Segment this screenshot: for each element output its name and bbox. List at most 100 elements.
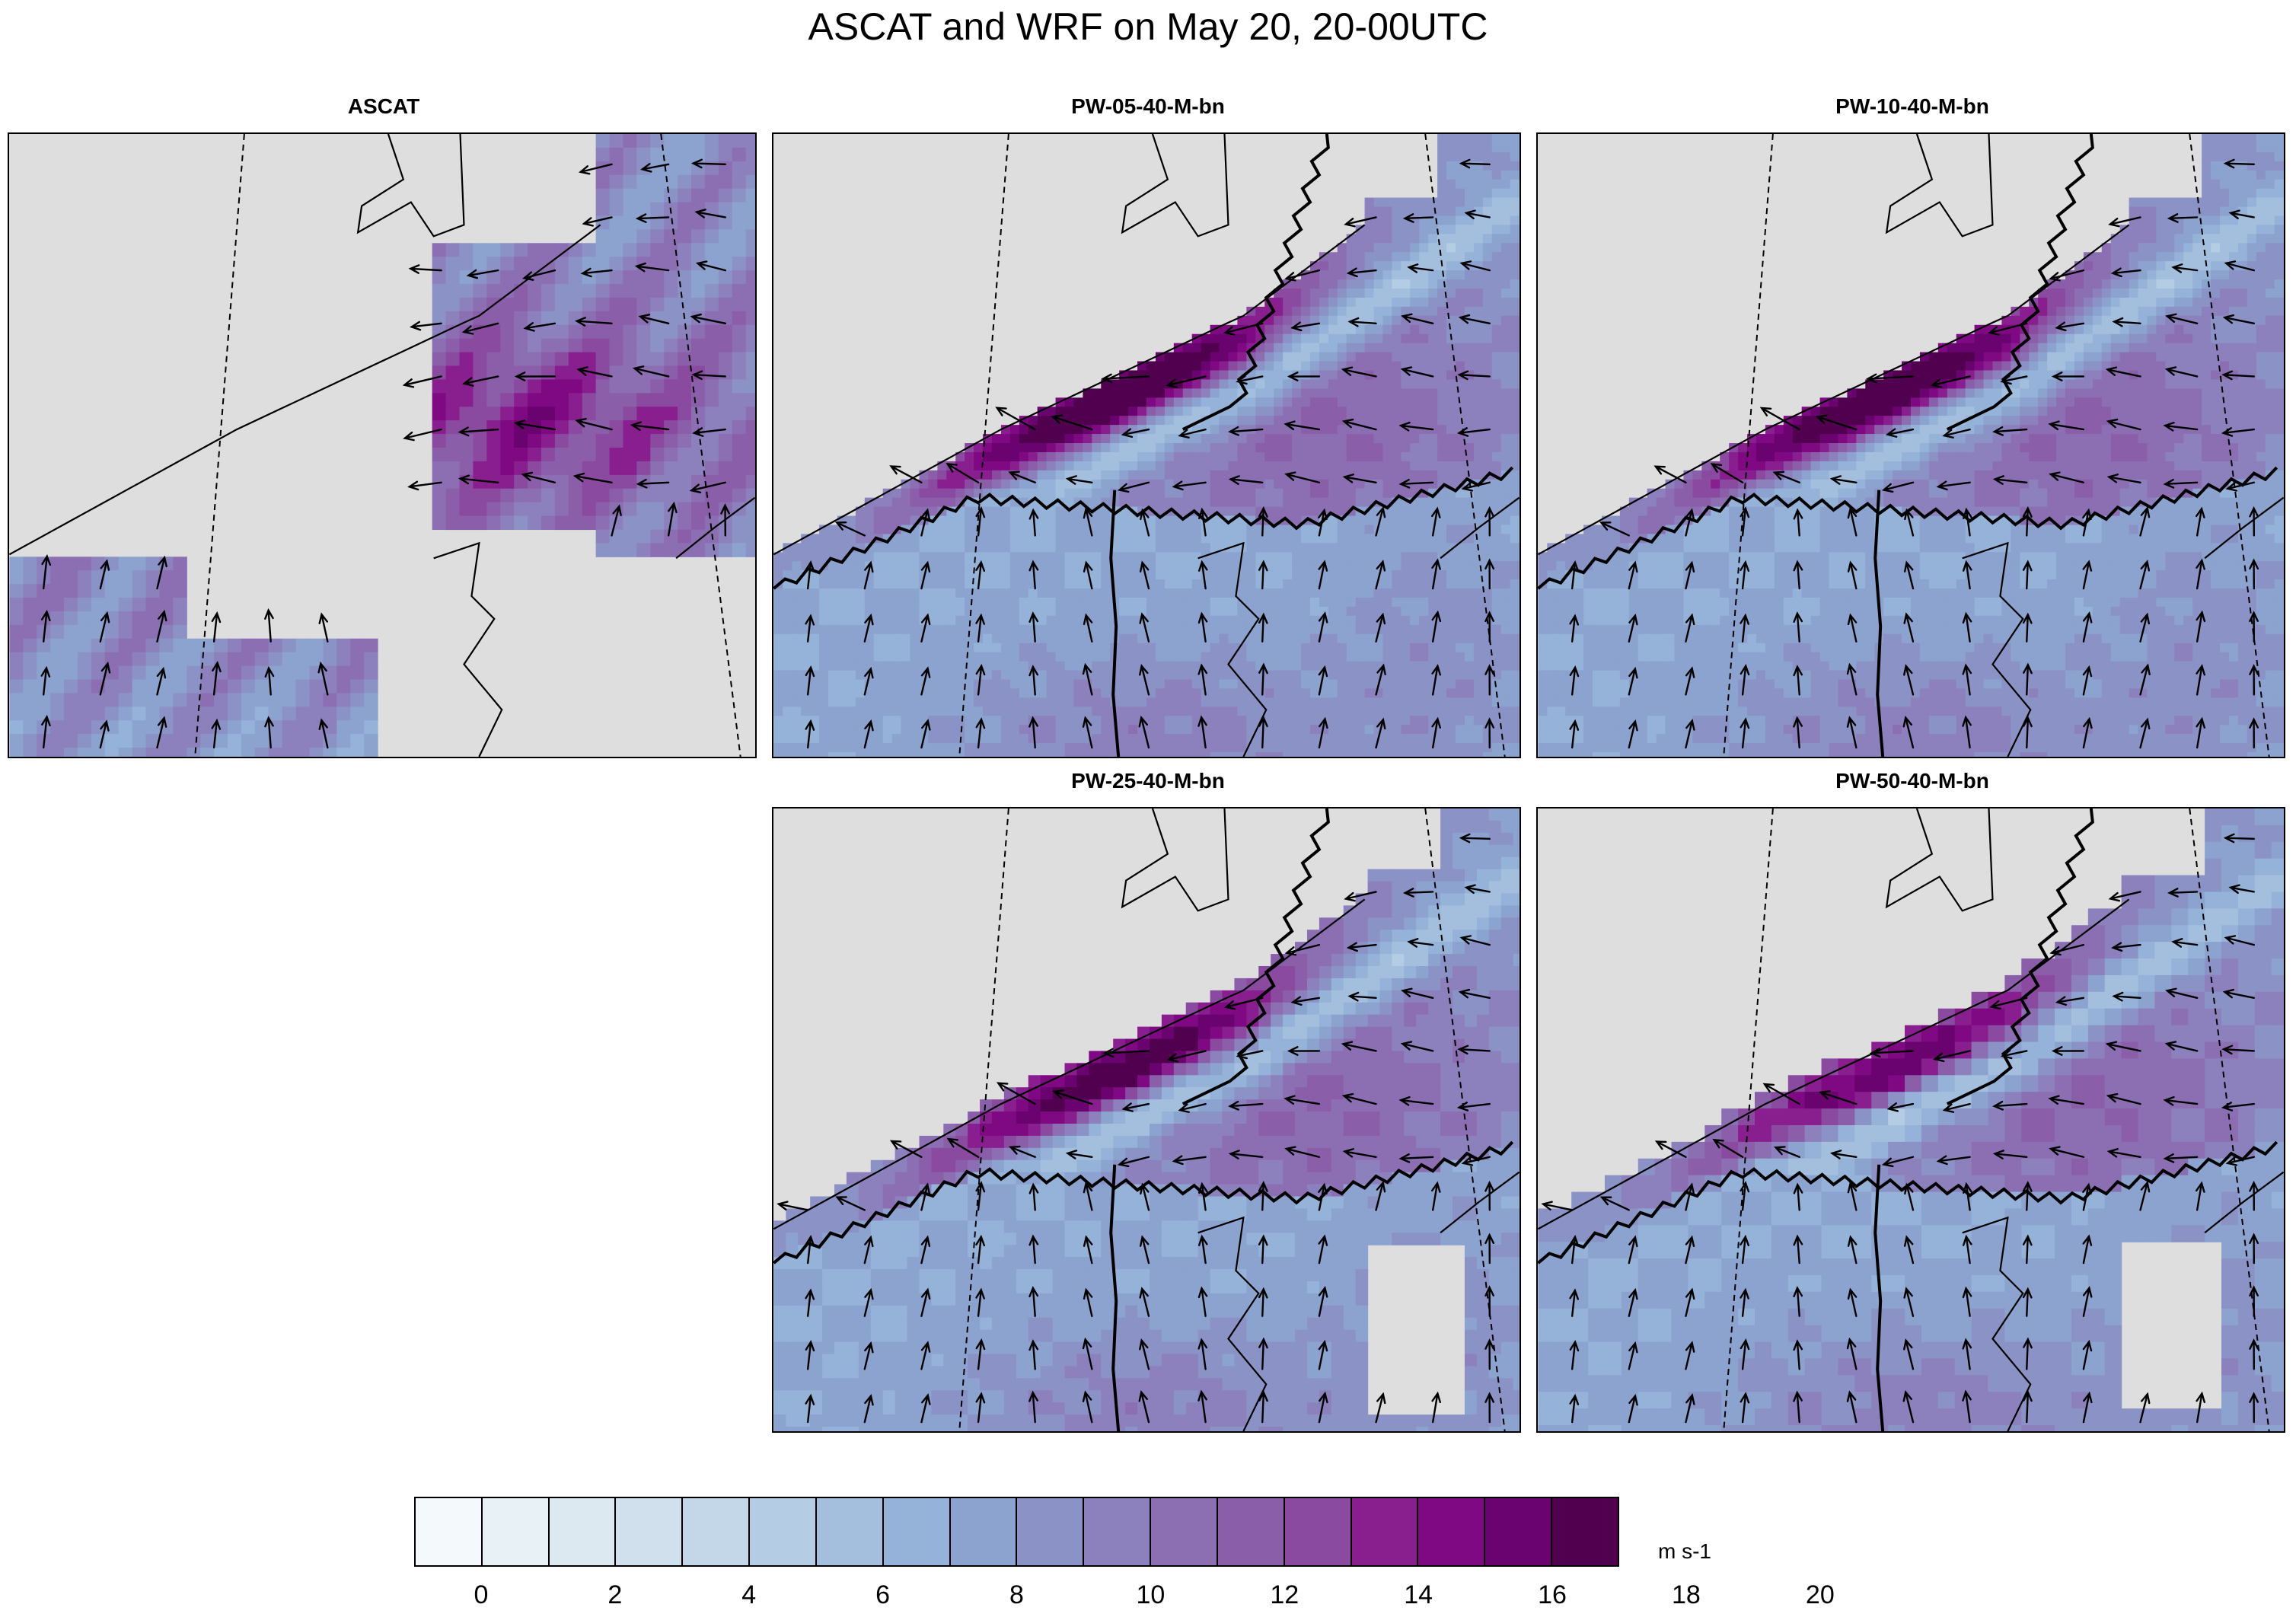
wind-speed-cell [2247,134,2257,144]
wind-speed-cell [718,215,733,230]
wind-speed-cell [1355,652,1366,662]
wind-speed-cell [1491,252,1502,262]
wind-speed-cell [1410,297,1420,308]
wind-speed-cell [773,670,783,681]
wind-speed-cell [1228,598,1239,608]
wind-speed-cell [974,606,984,617]
wind-speed-cell [1301,670,1311,681]
wind-speed-cell [1473,451,1484,462]
wind-speed-cell [2265,188,2275,199]
wind-speed-cell [801,606,811,617]
wind-speed-cell [1274,333,1284,344]
wind-speed-cell [1401,333,1411,344]
wind-speed-cell [965,716,974,726]
wind-speed-cell [1373,370,1384,381]
wind-speed-cell [1328,443,1338,453]
wind-speed-cell [1428,706,1438,716]
wind-speed-cell [1019,515,1029,526]
wind-speed-cell [891,643,902,653]
wind-speed-cell [1301,697,1311,707]
wind-speed-cell [23,638,37,653]
wind-speed-cell [1491,352,1502,362]
wind-speed-cell [1456,388,1465,398]
wind-speed-cell [1210,624,1220,635]
wind-speed-cell [1491,479,1502,490]
wind-speed-cell [1355,734,1366,744]
wind-speed-cell [873,543,884,553]
wind-speed-cell [568,324,583,340]
wind-speed-cell [1328,552,1338,562]
wind-speed-cell [965,725,974,735]
wind-speed-cell [1428,624,1438,635]
wind-speed-cell [1264,743,1274,753]
wind-speed-cell [350,706,365,721]
wind-speed-cell [1201,443,1211,453]
wind-speed-cell [1491,151,1502,162]
wind-speed-cell [1456,606,1465,617]
wind-speed-cell [1482,688,1493,698]
wind-speed-cell [1264,652,1274,662]
wind-vector-arrow [635,213,670,224]
wind-speed-cell [732,420,747,435]
wind-speed-cell [2183,206,2193,217]
wind-speed-cell [473,515,487,531]
wind-speed-cell [928,479,938,490]
wind-speed-cell [819,588,829,598]
wind-speed-cell [718,257,733,271]
wind-speed-cell [1146,643,1156,653]
wind-vectors [805,158,1495,749]
wind-speed-cell [1355,624,1366,635]
wind-speed-cell [691,188,706,203]
wind-speed-cell [1491,570,1502,580]
wind-speed-cell [1346,361,1357,372]
wind-speed-cell [2256,161,2266,171]
wind-speed-cell [1328,343,1338,353]
wind-speed-cell [1437,225,1447,234]
wind-speed-cell [1092,643,1102,653]
wind-speed-cell [1064,579,1075,589]
wind-speed-cell [623,529,637,544]
wind-speed-cell [1456,434,1465,444]
wind-speed-cell [983,688,993,698]
panel-title-pw-50: PW-50-40-M-bn [1835,769,1989,793]
wind-speed-cell [1119,570,1129,580]
wind-speed-cell [1373,443,1384,453]
wind-speed-cell [1292,488,1302,499]
wind-speed-cell [928,561,938,571]
wind-speed-cell [582,393,597,407]
wind-speed-cell [1083,443,1092,453]
wind-speed-cell [1255,488,1265,499]
wind-speed-cell [704,202,719,217]
wind-speed-cell [983,451,993,462]
wind-speed-cell [928,534,938,544]
wind-speed-cell [1037,624,1048,635]
wind-speed-cell [1337,479,1347,490]
wind-speed-cell [1301,561,1311,571]
wind-speed-cell [1201,652,1211,662]
wind-speed-cell [623,161,637,176]
wind-speed-cell [582,338,597,353]
wind-speed-cell [623,393,637,407]
wind-vector-arrow [1458,314,1491,324]
wind-speed-cell [991,624,1002,635]
wind-speed-cell [650,434,665,448]
wind-speed-cell [1274,688,1284,698]
wind-speed-cell [1500,197,1511,208]
wind-speed-cell [1364,197,1375,208]
wind-speed-cell [1328,725,1338,735]
wind-vector-arrow [156,716,167,749]
wind-speed-cell [1373,488,1384,499]
wind-speed-cell [1255,525,1265,535]
wind-speed-cell [227,652,242,667]
wind-speed-cell [1346,343,1357,353]
wind-speed-cell [173,638,187,653]
wind-speed-cell [1228,743,1239,753]
wind-speed-cell [792,588,802,598]
wind-speed-cell [773,552,783,562]
wind-speed-cell [1228,725,1239,735]
wind-speed-cell [919,479,929,490]
wind-speed-cell [486,434,501,448]
wind-speed-cell [1246,588,1256,598]
wind-speed-cell [1073,652,1084,662]
wind-speed-cell [1128,661,1138,671]
